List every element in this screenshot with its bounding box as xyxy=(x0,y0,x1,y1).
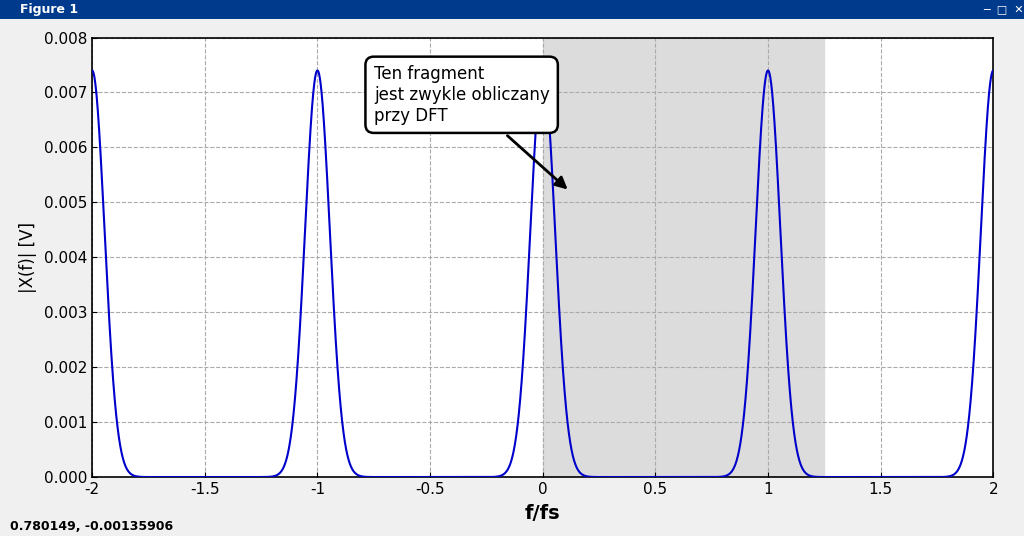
Text: Ten fragment
jest zwykle obliczany
przy DFT: Ten fragment jest zwykle obliczany przy … xyxy=(374,65,565,188)
X-axis label: f/fs: f/fs xyxy=(525,504,560,523)
Y-axis label: |X(f)| [V]: |X(f)| [V] xyxy=(18,222,37,293)
Text: ─  □  ✕: ─ □ ✕ xyxy=(983,5,1024,14)
Text: 0.780149, -0.00135906: 0.780149, -0.00135906 xyxy=(10,520,173,533)
Bar xyxy=(543,38,824,477)
Text: Figure 1: Figure 1 xyxy=(20,3,79,16)
